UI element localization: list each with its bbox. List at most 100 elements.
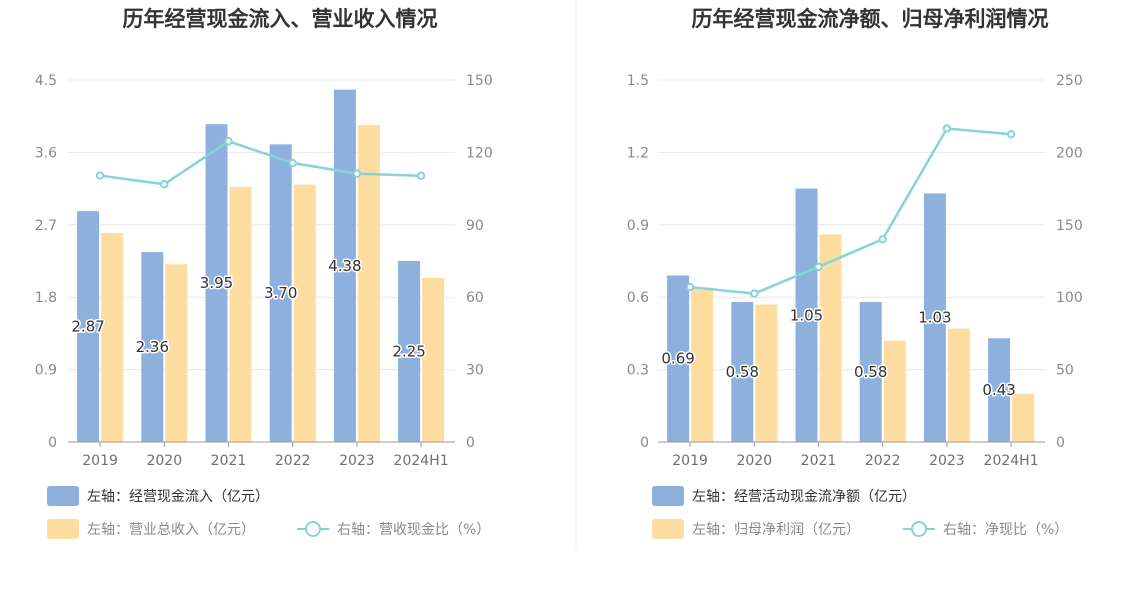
right-axis-tick-label: 30	[466, 363, 484, 379]
right-axis-tick-label: 200	[1056, 145, 1083, 161]
x-axis-tick-label: 2023	[339, 453, 375, 469]
left-axis-tick-label: 1.2	[627, 145, 649, 161]
left-axis-tick-label: 0	[640, 435, 649, 451]
right-axis-tick-label: 90	[466, 218, 484, 234]
right-axis-tick-label: 0	[466, 435, 475, 451]
line-series	[689, 127, 1012, 295]
left-axis-tick-label: 0.3	[627, 363, 649, 379]
bar-primary	[667, 275, 690, 442]
bar-secondary	[883, 340, 906, 442]
right-axis-tick-label: 100	[1056, 290, 1083, 306]
legend-swatch-line-marker	[911, 521, 927, 537]
x-axis-tick-label: 2023	[929, 453, 965, 469]
legend-swatch-bar-primary	[47, 486, 79, 506]
bar-secondary	[165, 264, 188, 442]
bar-secondary	[101, 232, 124, 442]
legend-label-line: 右轴：营收现金比（%）	[337, 522, 490, 538]
bar-data-label: 0.58	[726, 363, 759, 381]
line-point	[685, 282, 695, 292]
bar-secondary	[819, 234, 842, 442]
x-axis-tick-label: 2022	[275, 453, 311, 469]
legend-label-bar-primary: 左轴：经营现金流入（亿元）	[87, 489, 269, 505]
right-axis-tick-label: 50	[1056, 363, 1074, 379]
right-axis-tick-label: 150	[466, 73, 493, 89]
x-axis-tick-label: 2019	[82, 453, 118, 469]
line-series	[99, 139, 422, 186]
line-point	[224, 137, 233, 146]
legend-swatch-bar-primary	[652, 486, 684, 506]
bar-data-label: 4.38	[328, 257, 361, 275]
legend-label-bar-secondary: 左轴：归母净利润（亿元）	[692, 521, 860, 538]
line-point	[95, 171, 105, 180]
bar-data-label: 0.69	[661, 350, 694, 368]
bar-primary	[988, 338, 1011, 442]
legend-label-bar-primary: 左轴：经营活动现金流净额（亿元）	[692, 489, 916, 505]
line-point	[160, 180, 169, 189]
bar-data-label: 3.70	[264, 284, 297, 302]
legend-swatch-bar-secondary	[652, 519, 684, 539]
chart-cashflow-revenue: 历年经营现金流入、营业收入情况 0 0 0.9 30 1.8 60 2.7 90 3.6 120 4…	[35, 7, 493, 539]
x-axis-tick-label: 2022	[865, 453, 901, 469]
bar-data-label: 0.43	[982, 381, 1015, 399]
x-axis-tick-label: 2021	[801, 453, 837, 469]
left-axis-tick-label: 4.5	[35, 73, 57, 89]
bar-primary	[795, 188, 818, 442]
right-axis-tick-label: 0	[1056, 435, 1065, 451]
bar-primary	[731, 302, 754, 442]
line-point	[288, 158, 297, 168]
x-axis-tick-label: 2021	[211, 453, 247, 469]
line-point	[878, 235, 887, 244]
bar-primary	[333, 89, 356, 443]
legend-swatch-bar-secondary	[47, 519, 79, 539]
bar-primary	[141, 252, 164, 442]
bar-data-label: 2.25	[392, 343, 425, 361]
left-axis-tick-label: 0.9	[627, 218, 649, 234]
line-point	[942, 124, 952, 133]
bar-data-label: 2.87	[71, 318, 104, 336]
bar-secondary	[691, 287, 714, 442]
bar-data-label: 3.95	[200, 274, 233, 292]
bar-data-label: 0.58	[854, 363, 887, 381]
chart-title: 历年经营现金流入、营业收入情况	[123, 7, 438, 31]
legend-label-bar-secondary: 左轴：营业总收入（亿元）	[87, 522, 255, 538]
bar-primary	[923, 193, 946, 442]
legend-label-line: 右轴：净现比（%）	[943, 522, 1068, 538]
bar-secondary	[422, 277, 445, 442]
bar-secondary	[293, 184, 316, 443]
left-axis-tick-label: 0.6	[627, 290, 649, 306]
right-axis-tick-label: 60	[466, 290, 484, 306]
line-point	[416, 171, 426, 181]
x-axis-tick-label: 2024H1	[394, 453, 449, 469]
bar-data-label: 1.03	[918, 309, 951, 327]
x-axis-tick-label: 2019	[672, 453, 708, 469]
chart-netcash-netprofit: 历年经营现金流净额、归母净利润情况 0 0 0.3 50 0.6 100 0.9 150 1.2…	[627, 7, 1083, 539]
right-axis-tick-label: 120	[466, 145, 493, 161]
left-axis-tick-label: 0	[48, 435, 57, 451]
x-axis-tick-label: 2020	[146, 453, 182, 469]
bar-primary	[77, 211, 100, 442]
left-axis-tick-label: 3.6	[35, 145, 57, 161]
bar-secondary	[1012, 393, 1035, 442]
right-axis-tick-label: 150	[1056, 218, 1083, 234]
bar-secondary	[755, 304, 778, 442]
right-axis-tick-label: 250	[1056, 73, 1083, 89]
x-axis-tick-label: 2024H1	[984, 453, 1039, 469]
bar-primary	[269, 144, 292, 442]
bar-secondary	[947, 328, 970, 442]
bar-primary	[205, 124, 228, 442]
line-point	[750, 289, 759, 298]
legend-swatch-line-marker	[305, 521, 321, 537]
bar-primary	[398, 261, 421, 442]
bar-secondary	[229, 186, 252, 442]
bar-secondary	[357, 125, 380, 442]
left-axis-tick-label: 0.9	[35, 363, 57, 379]
bar-data-label: 1.05	[790, 306, 823, 324]
bar-data-label: 2.36	[136, 338, 169, 356]
line-point	[352, 169, 362, 178]
left-axis-tick-label: 2.7	[35, 218, 57, 234]
left-axis-tick-label: 1.5	[627, 73, 649, 89]
x-axis-tick-label: 2020	[736, 453, 772, 469]
left-axis-tick-label: 1.8	[35, 290, 57, 306]
line-point	[1006, 130, 1016, 139]
